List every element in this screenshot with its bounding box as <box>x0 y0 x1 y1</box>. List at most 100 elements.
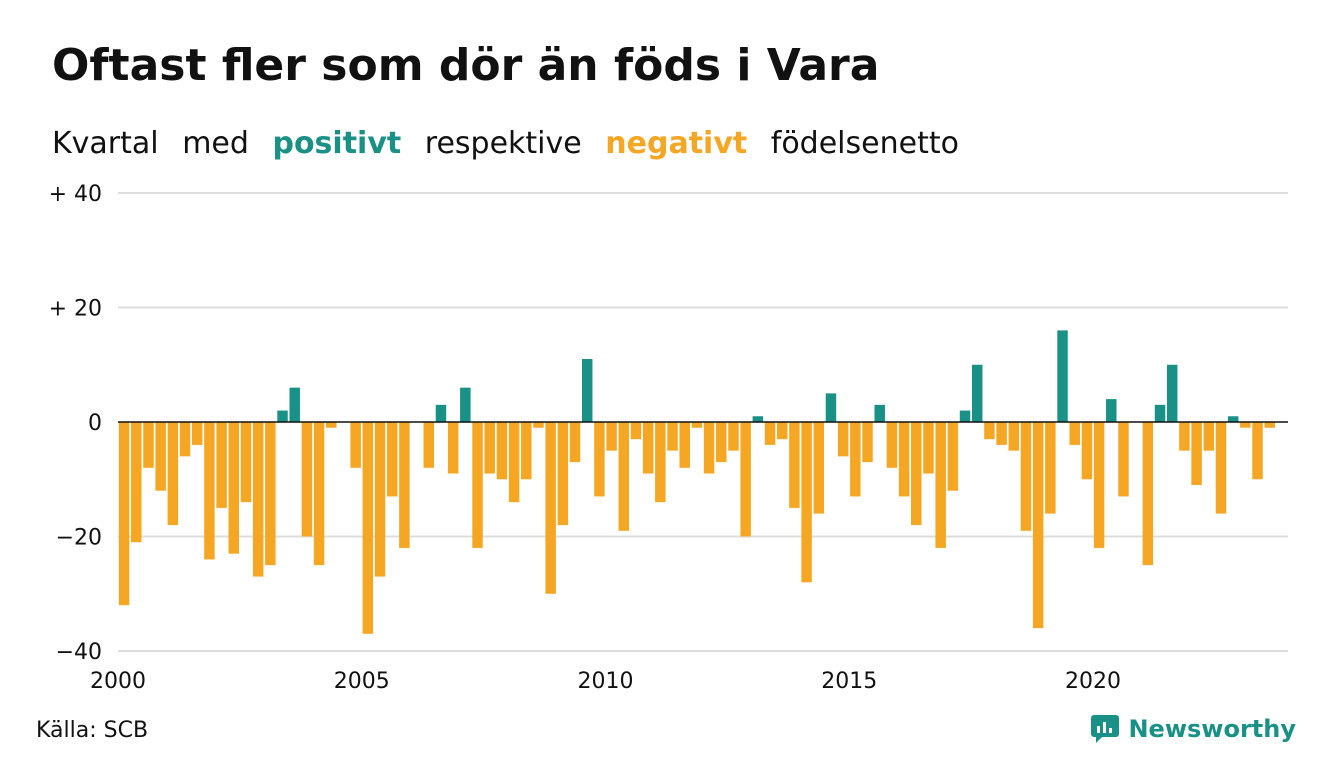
bar-negative <box>1215 422 1227 514</box>
brand-name: Newsworthy <box>1128 715 1296 743</box>
bar-negative <box>508 422 520 503</box>
bar-negative <box>776 422 788 440</box>
bar-positive <box>1227 416 1239 422</box>
bar-negative <box>1142 422 1154 566</box>
bar-negative <box>618 422 630 531</box>
bar-positive <box>435 404 447 422</box>
bar-negative <box>1179 422 1190 451</box>
bar-negative <box>667 422 678 451</box>
y-tick-label: 0 <box>88 411 102 436</box>
bar-negative <box>947 422 959 491</box>
x-tick-label: 2015 <box>821 669 877 694</box>
y-tick-label: + 40 <box>49 182 102 207</box>
bar-negative <box>399 422 410 548</box>
y-tick-label: −40 <box>56 640 102 665</box>
bar-negative <box>204 422 215 560</box>
subtitle-negative-label: negativt <box>605 126 748 161</box>
bar-positive <box>1154 404 1166 422</box>
bar-negative <box>801 422 812 583</box>
subtitle-word-respektive: respektive <box>424 126 582 161</box>
bar-positive <box>1106 399 1117 422</box>
bar-positive <box>277 410 288 422</box>
chart-subtitle: Kvartal med positivt respektive negativt… <box>52 126 973 161</box>
bar-negative <box>533 422 544 428</box>
bar-positive <box>1166 364 1178 422</box>
x-tick-label: 2000 <box>90 669 146 694</box>
bar-negative <box>1032 422 1044 629</box>
bar-negative <box>1191 422 1202 485</box>
bar-negative <box>606 422 617 451</box>
bar-negative <box>691 422 703 428</box>
bar-negative <box>179 422 191 457</box>
x-tick-label: 2020 <box>1065 669 1121 694</box>
bar-negative <box>850 422 861 497</box>
newsworthy-logo-icon <box>1091 715 1120 743</box>
subtitle-positive-label: positivt <box>272 126 402 161</box>
x-tick-label: 2005 <box>334 669 390 694</box>
bar-negative <box>143 422 154 468</box>
source-credit: Källa: SCB <box>36 718 149 743</box>
bar-negative <box>167 422 179 526</box>
bar-negative <box>1081 422 1093 480</box>
bar-negative <box>789 422 800 508</box>
bar-negative <box>252 422 264 577</box>
bar-negative <box>886 422 898 468</box>
newsworthy-brand: Newsworthy <box>1090 714 1296 744</box>
bar-negative <box>240 422 252 503</box>
bar-negative <box>728 422 739 451</box>
bar-negative <box>301 422 313 537</box>
bar-negative <box>1118 422 1129 497</box>
bar-negative <box>630 422 642 440</box>
bar-negative <box>423 422 435 468</box>
y-tick-label: + 20 <box>49 297 102 322</box>
bar-negative <box>228 422 240 554</box>
bar-negative <box>1020 422 1032 531</box>
bar-negative <box>118 422 130 606</box>
bar-negative <box>265 422 276 566</box>
bar-positive <box>959 410 971 422</box>
bar-positive <box>874 404 885 422</box>
bar-negative <box>545 422 556 594</box>
bar-negative <box>1008 422 1020 451</box>
bar-positive <box>460 387 471 422</box>
subtitle-word-med: med <box>182 126 249 161</box>
bar-negative <box>484 422 495 474</box>
bar-negative <box>313 422 325 566</box>
bar-negative <box>764 422 776 445</box>
bar-negative <box>374 422 386 577</box>
bar-negative <box>1203 422 1215 451</box>
chart-title: Oftast fler som dör än föds i Vara <box>52 40 880 91</box>
bar-negative <box>935 422 946 548</box>
y-tick-label: −20 <box>56 526 102 551</box>
bar-positive <box>752 416 764 422</box>
bar-positive <box>825 393 837 423</box>
bar-negative <box>862 422 873 463</box>
subtitle-word-fodelsenetto: födelsenetto <box>770 126 959 161</box>
bar-negative <box>703 422 715 474</box>
bar-negative <box>496 422 508 480</box>
bar-negative <box>386 422 398 497</box>
bar-negative <box>996 422 1007 445</box>
bar-negative <box>813 422 825 514</box>
bar-negative <box>837 422 849 457</box>
bar-positive <box>289 387 300 422</box>
bar-negative <box>1264 422 1275 428</box>
bar-negative <box>679 422 690 468</box>
bar-negative <box>521 422 532 480</box>
bar-negative <box>362 422 374 634</box>
bar-positive <box>971 364 983 422</box>
bar-negative <box>350 422 361 468</box>
bar-negative <box>216 422 227 508</box>
bar-negative <box>557 422 569 526</box>
bar-negative <box>740 422 751 537</box>
bar-negative <box>655 422 666 503</box>
bar-negative <box>1093 422 1105 548</box>
bar-negative <box>1069 422 1080 445</box>
bar-negative <box>447 422 459 474</box>
bar-negative <box>911 422 922 526</box>
bar-positive <box>581 359 593 422</box>
bar-positive <box>1057 330 1068 422</box>
bar-negative <box>326 422 337 428</box>
bar-negative <box>155 422 166 491</box>
